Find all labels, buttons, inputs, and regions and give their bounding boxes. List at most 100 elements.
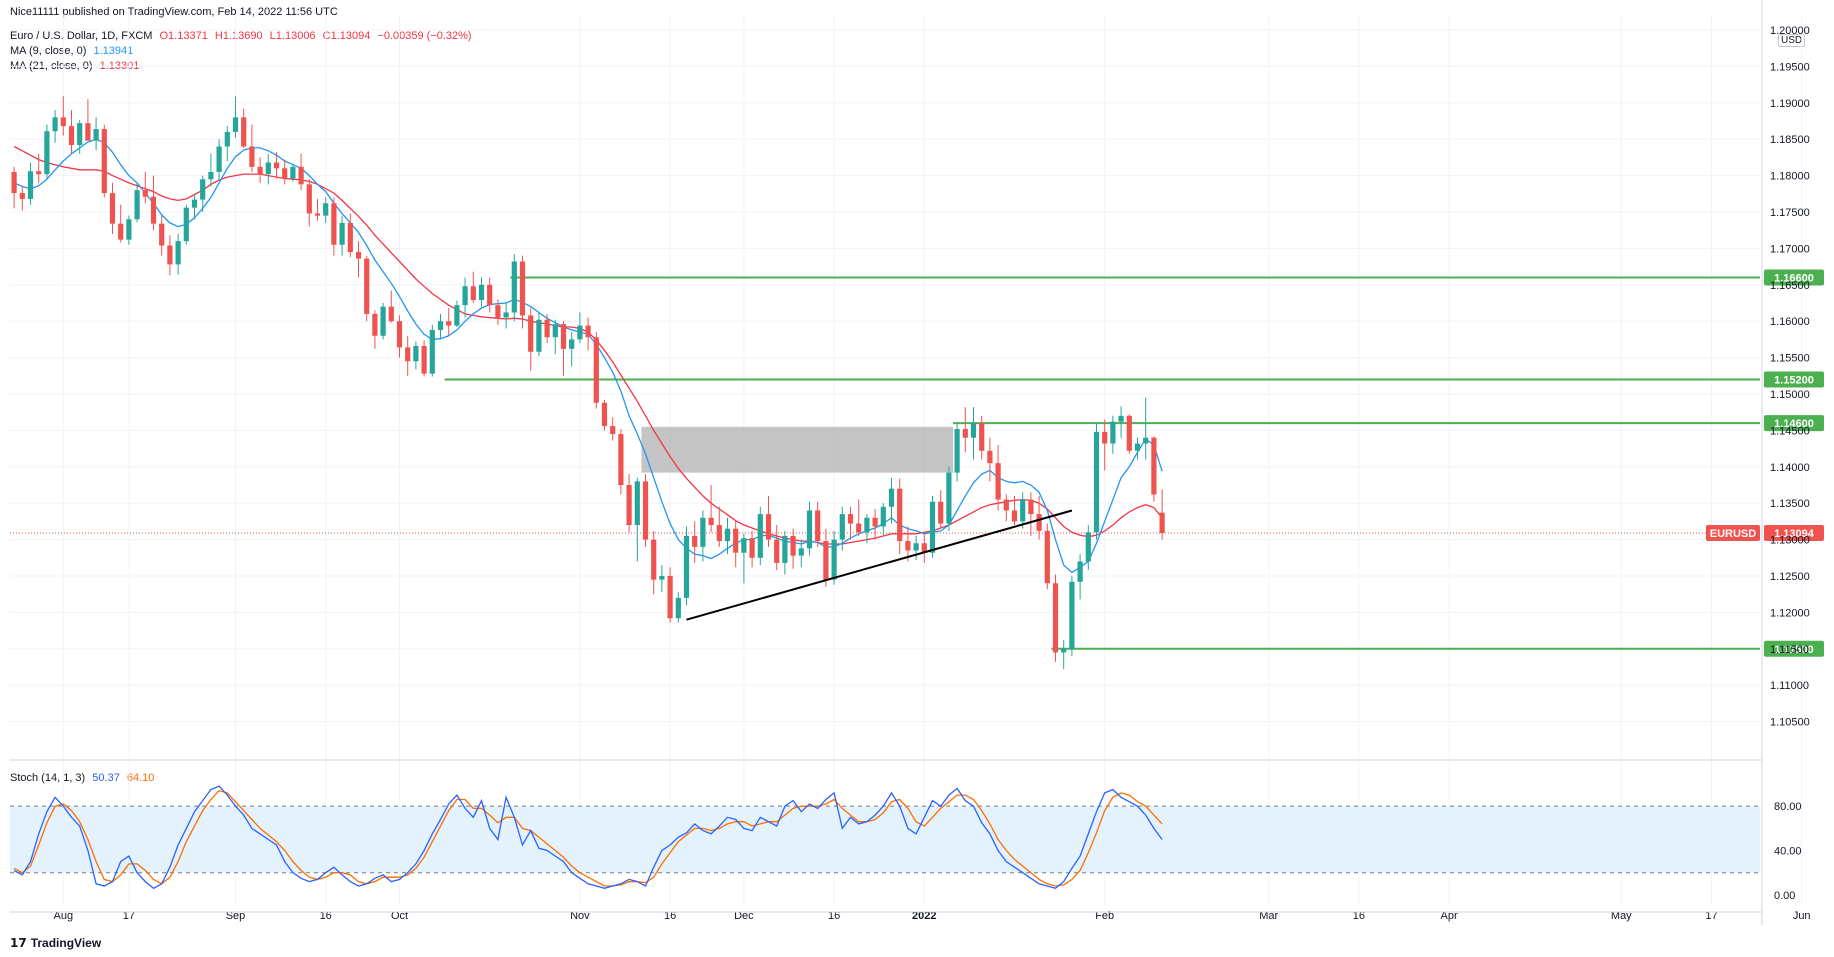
candle-body	[880, 506, 886, 527]
y-tick-label: 1.18000	[1770, 171, 1810, 183]
candle-body	[1036, 514, 1042, 531]
candle-body	[421, 345, 427, 374]
y-tick-label: 1.19000	[1770, 98, 1810, 110]
grid	[10, 14, 1803, 906]
candle-body	[765, 514, 772, 540]
candle-body	[847, 514, 854, 524]
candle-body	[1011, 510, 1018, 522]
level-badge	[1764, 640, 1824, 657]
y-tick-label: 1.14500	[1770, 425, 1810, 437]
candle-body	[200, 179, 206, 200]
horizontal-levels: 1.16600 1.15200 1.14600 1.11500 EURUSD 1.1309…	[10, 269, 1824, 657]
symbol-name: Euro / U.S. Dollar, 1D, FXCM	[10, 30, 153, 42]
candle-body	[536, 319, 542, 352]
trendline-path	[686, 509, 1073, 621]
candle-body	[265, 162, 271, 175]
candle-body	[126, 219, 132, 240]
x-tick-label: Dec	[734, 910, 754, 922]
candle-body	[331, 203, 337, 245]
stoch-k-value: 50.37	[92, 772, 120, 784]
candle-body	[454, 305, 460, 326]
x-tick-label: 2022	[912, 910, 936, 922]
candle-body	[93, 129, 99, 141]
candle-body	[610, 426, 616, 435]
x-tick-label: May	[1611, 910, 1632, 922]
candle-body	[167, 245, 173, 265]
x-tick-label: 16	[828, 910, 840, 922]
candle-body	[1151, 437, 1157, 495]
candle-body	[897, 488, 903, 542]
currency-badge[interactable]: USD	[1778, 34, 1806, 47]
stoch-fill-band	[10, 806, 1760, 873]
y-tick-label: 1.13000	[1770, 535, 1810, 547]
candle-body	[150, 196, 157, 224]
x-tick-label: Nov	[570, 910, 590, 922]
price-badge-symbol: EURUSD	[1710, 528, 1757, 540]
stoch-legend[interactable]: Stoch (14, 1, 3) 50.37 64.10	[10, 772, 158, 784]
candle-body	[569, 339, 575, 349]
candle-body	[446, 321, 452, 326]
candle-body	[872, 517, 878, 527]
y-tick-label: 1.10500	[1770, 717, 1810, 729]
candle-body	[634, 481, 640, 526]
candle-body	[1044, 530, 1050, 584]
candle-body	[888, 488, 895, 507]
candle-body	[142, 190, 148, 197]
candle-body	[396, 321, 403, 348]
y-tick-label: 1.17500	[1770, 207, 1810, 219]
ma9-label: MA (9, close, 0)	[10, 45, 87, 57]
candle-body	[790, 535, 796, 556]
candle-body	[552, 324, 558, 338]
candle-body	[101, 129, 107, 194]
y-tick-label: 1.13500	[1770, 498, 1810, 510]
x-tick-label: Aug	[54, 910, 74, 922]
tradingview-logo-icon: 𝟭𝟳	[10, 936, 27, 950]
level-label: 1.11500	[1774, 644, 1813, 656]
y-tick-label: 1.20000	[1770, 25, 1810, 37]
symbol-header: Euro / U.S. Dollar, 1D, FXCM O1.13371 H1…	[10, 30, 476, 42]
candle-body	[372, 313, 378, 336]
candle-body	[749, 538, 755, 558]
low-value: L1.13006	[269, 30, 316, 42]
candle-body	[905, 541, 911, 551]
footer[interactable]: 𝟭𝟳 TradingView	[10, 936, 101, 950]
candle-body	[1110, 421, 1116, 444]
candle-body	[954, 428, 960, 473]
ma9-legend[interactable]: MA (9, close, 0) 1.13941	[10, 45, 137, 57]
candle-body	[1085, 532, 1091, 562]
supply-zone	[641, 426, 953, 473]
candles	[11, 96, 1165, 670]
candle-body	[495, 305, 501, 318]
candle-body	[913, 543, 919, 551]
candle-body	[585, 325, 591, 338]
candle-body	[856, 523, 862, 533]
footer-brand: TradingView	[30, 936, 102, 950]
y-tick-label: 1.17000	[1770, 243, 1810, 255]
candle-body	[626, 485, 632, 526]
candle-body	[347, 222, 353, 253]
y-tick-label: 1.18500	[1770, 134, 1810, 146]
candle-body	[323, 203, 329, 216]
stoch-d-path	[13, 789, 1163, 887]
candle-body	[1126, 415, 1132, 451]
x-tick-label: Feb	[1095, 910, 1114, 922]
candle-body	[1052, 583, 1059, 653]
x-tick-label: 16	[320, 910, 332, 922]
ma9-path	[13, 138, 1163, 574]
trendline	[686, 509, 1073, 621]
candle-body	[651, 539, 657, 580]
candle-body	[979, 423, 985, 451]
candle-body	[683, 535, 690, 598]
y-tick-label: 1.12500	[1770, 571, 1810, 583]
candle-body	[60, 117, 66, 127]
x-tick-label: 16	[664, 910, 676, 922]
candle-body	[364, 258, 370, 314]
candle-body	[44, 131, 50, 175]
candle-body	[741, 538, 747, 553]
candle-body	[241, 117, 247, 147]
candle-body	[314, 213, 321, 216]
x-tick-label: 17	[1705, 910, 1717, 922]
candle-body	[109, 193, 116, 224]
candle-body	[380, 306, 386, 336]
